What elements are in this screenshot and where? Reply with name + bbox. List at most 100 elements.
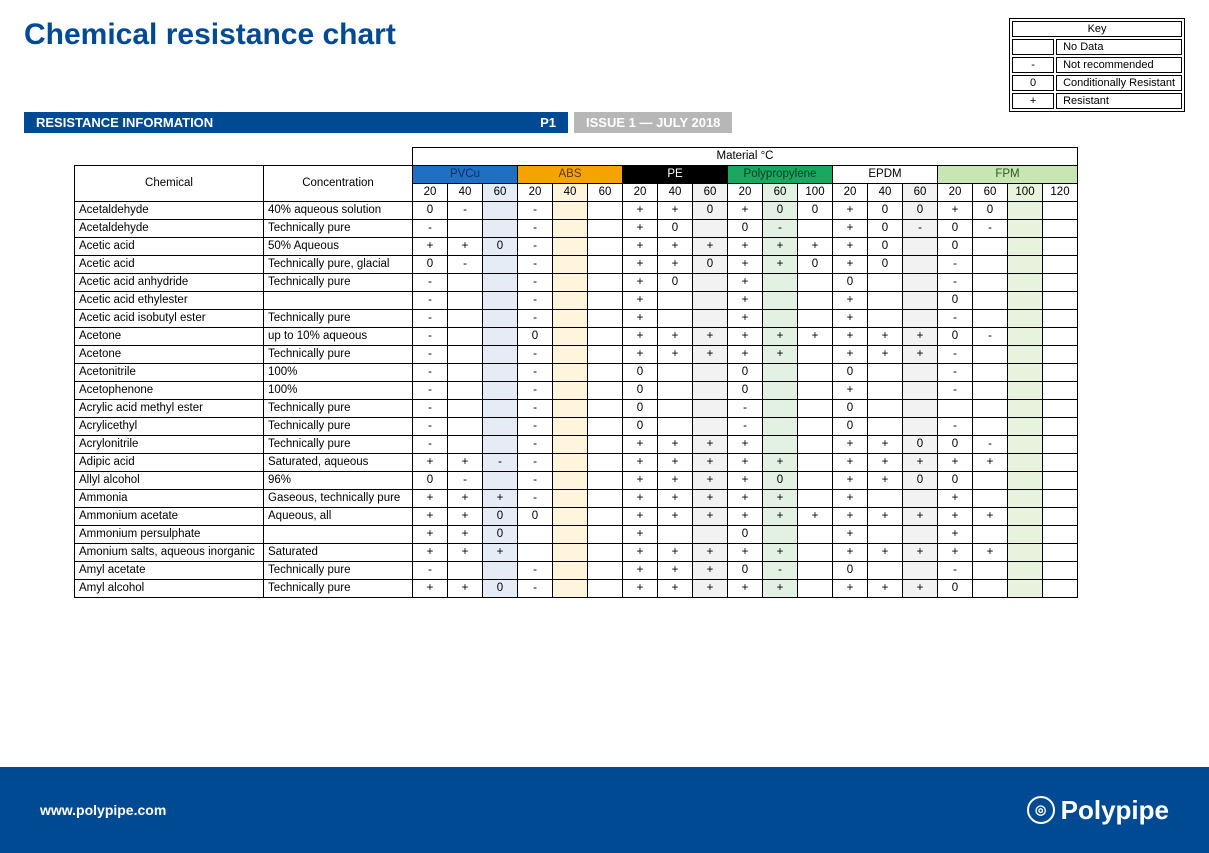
resistance-value: 0 (658, 274, 693, 292)
resistance-value: + (833, 454, 868, 472)
key-symbol: + (1012, 93, 1054, 109)
resistance-value: + (658, 544, 693, 562)
resistance-value: + (623, 238, 658, 256)
resistance-value (483, 400, 518, 418)
chemical-name: Acetaldehyde (75, 202, 264, 220)
table-row: Allyl alcohol96%0--++++0++00 (75, 472, 1078, 490)
resistance-value: + (938, 544, 973, 562)
resistance-value (448, 346, 483, 364)
key-desc: Not recommended (1056, 57, 1182, 73)
resistance-value: 0 (413, 202, 448, 220)
resistance-value: + (693, 328, 728, 346)
resistance-value: 0 (763, 472, 798, 490)
page-label: P1 (540, 115, 556, 130)
resistance-value: + (413, 238, 448, 256)
chemical-name: Amyl alcohol (75, 580, 264, 598)
resistance-value (448, 436, 483, 454)
resistance-value: + (658, 238, 693, 256)
resistance-value (1008, 526, 1043, 544)
resistance-value (1043, 274, 1078, 292)
key-rows: No Data-Not recommended0Conditionally Re… (1012, 39, 1182, 109)
resistance-value (1008, 346, 1043, 364)
resistance-value (693, 274, 728, 292)
table-row: AcetaldehydeTechnically pure--+00-+0-0- (75, 220, 1078, 238)
resistance-value: 0 (413, 256, 448, 274)
table-row: Ammonium acetateAqueous, all++00++++++++… (75, 508, 1078, 526)
resistance-value: + (763, 580, 798, 598)
resistance-value (553, 436, 588, 454)
resistance-value: 0 (483, 238, 518, 256)
resistance-value (1043, 562, 1078, 580)
resistance-value: + (763, 328, 798, 346)
resistance-value: - (518, 364, 553, 382)
table-row: AmmoniaGaseous, technically pure+++-++++… (75, 490, 1078, 508)
resistance-value (1043, 292, 1078, 310)
resistance-value: + (693, 562, 728, 580)
chemical-name: Acetaldehyde (75, 220, 264, 238)
resistance-value: 0 (833, 400, 868, 418)
resistance-value: + (693, 580, 728, 598)
resistance-value (553, 256, 588, 274)
resistance-value: + (728, 436, 763, 454)
resistance-value: + (623, 328, 658, 346)
resistance-value: + (728, 544, 763, 562)
resistance-value (1043, 202, 1078, 220)
resistance-value: - (413, 346, 448, 364)
chemical-name: Acetic acid (75, 238, 264, 256)
resistance-value: + (623, 310, 658, 328)
resistance-value (1008, 202, 1043, 220)
resistance-value: - (518, 256, 553, 274)
resistance-value: - (518, 580, 553, 598)
table-row: Amyl acetateTechnically pure--+++0-0- (75, 562, 1078, 580)
resistance-value (868, 562, 903, 580)
resistance-value (903, 418, 938, 436)
resistance-value: - (518, 202, 553, 220)
resistance-value (903, 490, 938, 508)
resistance-value: 0 (693, 256, 728, 274)
resistance-value: - (938, 382, 973, 400)
key-box: Key No Data-Not recommended0Conditionall… (1009, 18, 1185, 112)
resistance-value (798, 346, 833, 364)
resistance-value: + (833, 346, 868, 364)
resistance-value: 0 (483, 508, 518, 526)
chemical-name: Adipic acid (75, 454, 264, 472)
resistance-value: + (693, 346, 728, 364)
resistance-value: + (833, 382, 868, 400)
resistance-value (553, 490, 588, 508)
resistance-table: Material °CChemicalConcentrationPVCuABSP… (74, 147, 1078, 598)
material-pvcu: PVCu (413, 166, 518, 184)
resistance-value (553, 400, 588, 418)
resistance-value (588, 490, 623, 508)
temp-header: 20 (728, 184, 763, 202)
concentration: 50% Aqueous (264, 238, 413, 256)
resistance-value (798, 220, 833, 238)
resistance-value: + (658, 580, 693, 598)
resistance-value: + (658, 472, 693, 490)
chemical-name: Acetophenone (75, 382, 264, 400)
material-fpm: FPM (938, 166, 1078, 184)
resistance-value: + (693, 436, 728, 454)
resistance-value (448, 292, 483, 310)
resistance-value: + (868, 328, 903, 346)
resistance-value: 0 (798, 256, 833, 274)
resistance-value: 0 (623, 382, 658, 400)
resistance-value: 0 (903, 436, 938, 454)
resistance-value (868, 364, 903, 382)
resistance-value: 0 (973, 202, 1008, 220)
resistance-value: 0 (728, 220, 763, 238)
resistance-value: + (658, 454, 693, 472)
resistance-value (658, 382, 693, 400)
resistance-value (553, 220, 588, 238)
resistance-value (553, 382, 588, 400)
resistance-value (973, 364, 1008, 382)
resistance-value (553, 526, 588, 544)
concentration: Aqueous, all (264, 508, 413, 526)
resistance-value (973, 256, 1008, 274)
resistance-value (973, 490, 1008, 508)
resistance-value (1043, 544, 1078, 562)
resistance-value: + (623, 526, 658, 544)
resistance-value (903, 310, 938, 328)
resistance-value (938, 400, 973, 418)
resistance-value (553, 292, 588, 310)
resistance-value (553, 364, 588, 382)
